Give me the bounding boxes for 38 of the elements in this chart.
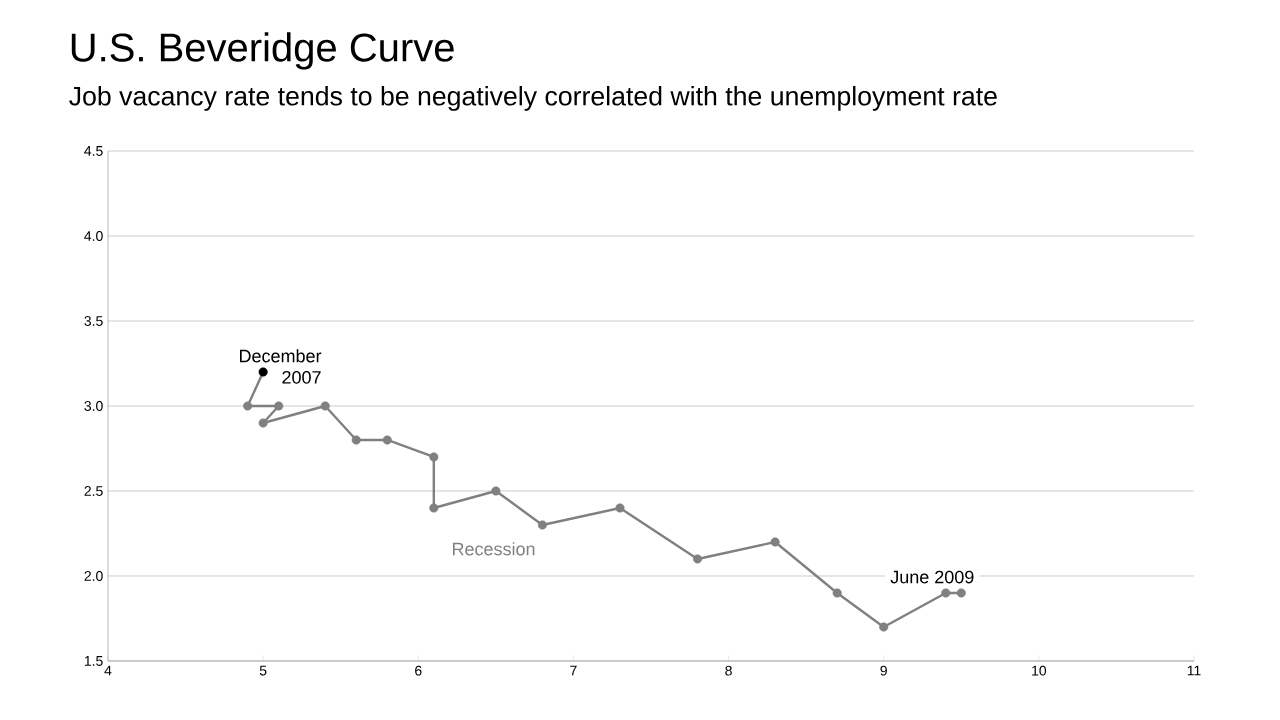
point [243, 401, 253, 411]
x-tick-label: 11 [1187, 665, 1201, 676]
x-tick-label: 9 [880, 665, 887, 676]
point [693, 554, 703, 564]
y-tick-label: 2.5 [84, 486, 103, 496]
x-tick-label: 4 [104, 665, 112, 676]
y-tick-label: 1.5 [84, 656, 103, 666]
point [615, 503, 625, 513]
y-tick-label: 2.0 [84, 571, 103, 581]
x-tick-label: 8 [725, 665, 732, 676]
x-tick-label: 5 [259, 665, 267, 676]
point [491, 486, 501, 496]
y-tick-label: 4.0 [84, 231, 103, 241]
point [429, 452, 439, 462]
point [941, 588, 951, 598]
chart-subtitle: Job vacancy rate tends to be negatively correlated with the unemployment rate [69, 86, 997, 111]
annotation: June 2009 [890, 570, 974, 584]
point [258, 418, 268, 428]
point [274, 401, 284, 411]
y-tick-label: 3.0 [84, 401, 103, 411]
point [537, 520, 547, 530]
point [429, 503, 439, 513]
x-tick-label: 6 [415, 665, 422, 676]
x-tick-label: 7 [570, 665, 577, 676]
y-tick-label: 4.5 [84, 146, 103, 156]
point [258, 367, 268, 377]
chart-title: U.S. Beveridge Curve [71, 32, 454, 70]
point [770, 537, 780, 547]
y-tick-label: 3.5 [84, 316, 103, 326]
point [879, 622, 889, 632]
point [956, 588, 966, 598]
point [320, 401, 330, 411]
point [382, 435, 392, 445]
x-tick-label: 10 [1032, 665, 1047, 676]
point [832, 588, 842, 598]
point [351, 435, 361, 445]
annotation: Recession [453, 542, 535, 556]
annotation: December 2007 [240, 349, 322, 384]
